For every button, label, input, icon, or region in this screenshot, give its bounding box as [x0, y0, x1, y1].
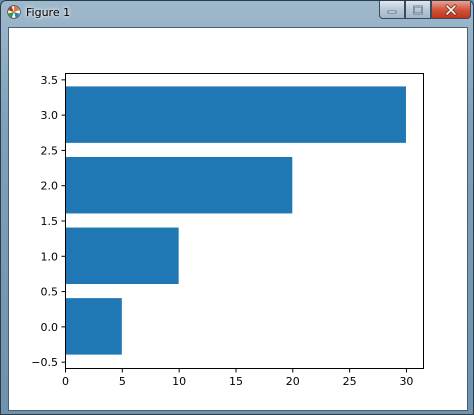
- x-tick-label: 30: [399, 375, 413, 388]
- figure-canvas: 0 5 10 15 20 25 30 −0.5 0.0 0.5 1.0 1.5 2.0 2.5 3.0 3.…: [8, 27, 468, 411]
- bar: [65, 298, 122, 355]
- minimize-icon: [387, 10, 397, 13]
- x-tick-label: 5: [119, 375, 126, 388]
- bar: [65, 86, 406, 143]
- close-button[interactable]: [431, 1, 471, 19]
- bar: [65, 227, 179, 285]
- y-tick-label: 0.5: [41, 286, 59, 299]
- y-tick-label: 0.0: [41, 321, 59, 334]
- maximize-button[interactable]: [405, 1, 431, 19]
- x-tick-label: 10: [172, 375, 186, 388]
- bar: [65, 156, 293, 214]
- bar-chart: 0 5 10 15 20 25 30 −0.5 0.0 0.5 1.0 1.5 2.0 2.5 3.0 3.…: [31, 73, 424, 388]
- window-title: Figure 1: [26, 6, 71, 19]
- x-tick-label: 20: [286, 375, 300, 388]
- maximize-icon: [413, 5, 423, 14]
- y-tick-label: 2.0: [41, 180, 59, 193]
- matplotlib-icon: [7, 5, 21, 19]
- title-bar[interactable]: Figure 1: [1, 1, 473, 25]
- y-tick-label: 3.0: [41, 109, 59, 122]
- y-tick-label: 2.5: [41, 144, 59, 157]
- close-icon: [445, 4, 457, 15]
- y-tick-label: 3.5: [41, 74, 59, 87]
- y-tick-label: 1.5: [41, 215, 59, 228]
- x-tick-label: 25: [343, 375, 357, 388]
- y-tick-label: −0.5: [31, 356, 58, 369]
- y-tick-label: 1.0: [41, 250, 59, 263]
- minimize-button[interactable]: [379, 1, 405, 19]
- x-tick-label: 0: [62, 375, 69, 388]
- x-tick-label: 15: [229, 375, 243, 388]
